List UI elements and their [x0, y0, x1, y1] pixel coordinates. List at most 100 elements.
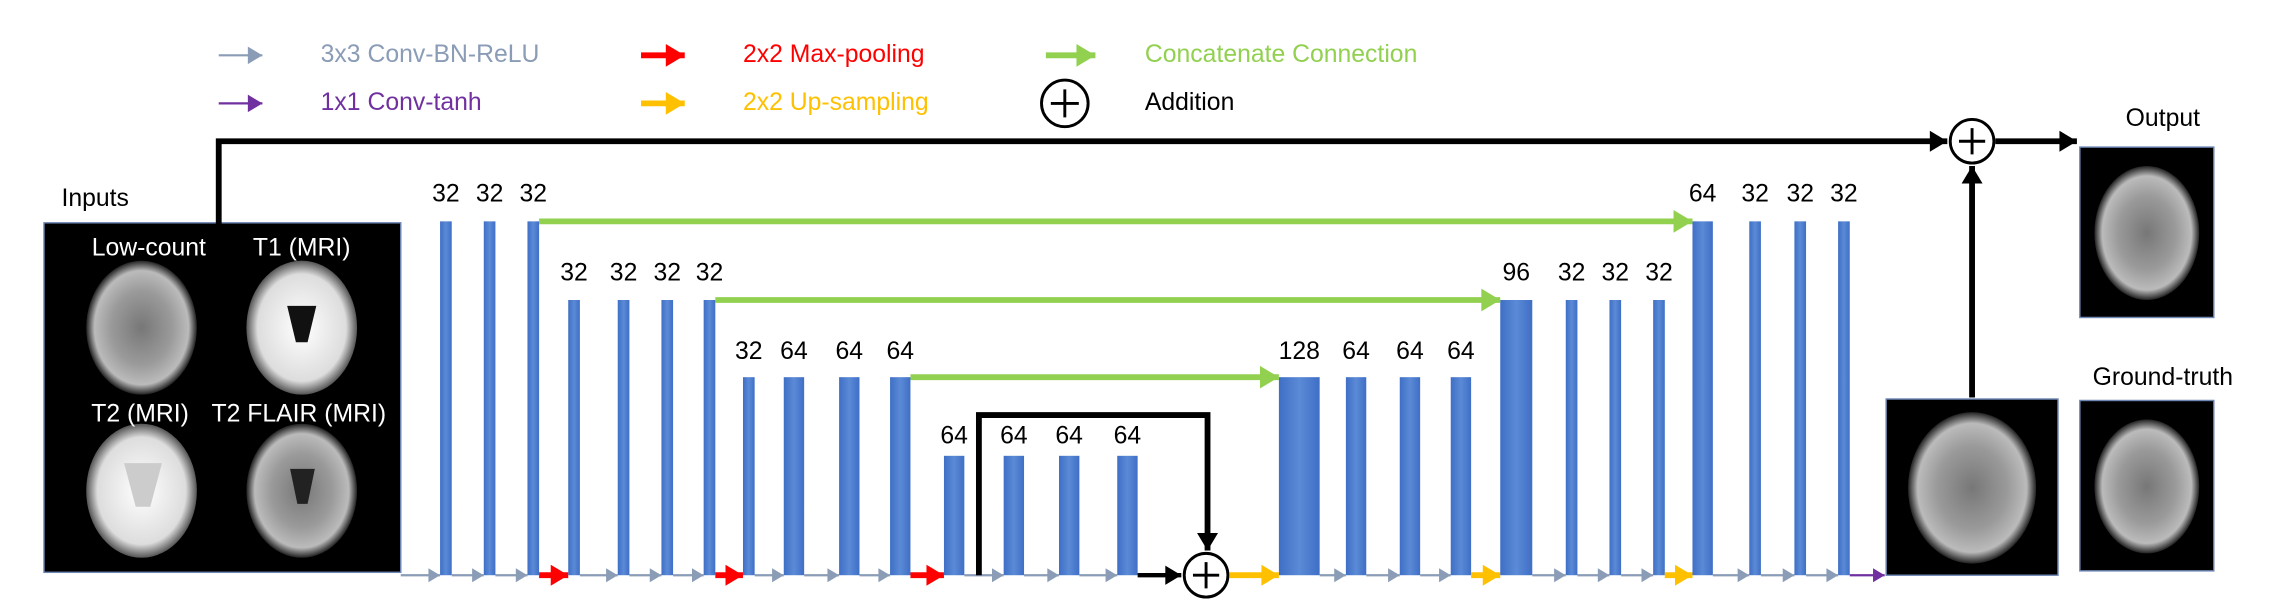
arrow-head — [247, 46, 263, 65]
feature-block — [1345, 377, 1367, 576]
channel-label: 64 — [1055, 422, 1083, 449]
channel-label: 32 — [1645, 259, 1673, 286]
arrow-head — [472, 568, 484, 583]
channel-label: 32 — [432, 181, 460, 208]
feature-block — [1058, 455, 1080, 576]
arrow-head — [428, 568, 441, 583]
legend-label: Addition — [1145, 89, 1234, 116]
feature-block — [1838, 221, 1850, 576]
arrow-head — [1929, 130, 1948, 152]
arrow-head — [1481, 288, 1501, 312]
arrow-head — [926, 564, 944, 586]
arrow-head — [1673, 209, 1693, 233]
arrow-head — [1826, 568, 1839, 583]
feature-block — [1450, 377, 1472, 576]
addition-cross — [1192, 562, 1220, 589]
arrow-head — [1388, 568, 1400, 583]
legend-label: 1x1 Conv-tanh — [321, 89, 482, 116]
arrow-head — [1597, 568, 1610, 583]
channel-label: 64 — [836, 338, 864, 365]
arrow-head — [725, 564, 743, 586]
input-label: Low-count — [92, 235, 206, 262]
channel-label: 96 — [1502, 259, 1530, 286]
feature-block — [783, 377, 805, 576]
channel-label: 32 — [1786, 181, 1814, 208]
feature-block — [1692, 221, 1713, 576]
arrow-head — [1165, 565, 1182, 585]
input-label: T2 (MRI) — [91, 401, 189, 428]
arrow-head — [1261, 564, 1279, 586]
arrow-head — [878, 568, 891, 583]
addition-cross — [1050, 89, 1079, 118]
arrow-line — [975, 412, 1211, 576]
channel-label: 32 — [560, 259, 588, 286]
addition-cross — [1958, 128, 1986, 155]
arrow-head — [606, 568, 618, 583]
arrow-head — [827, 568, 840, 583]
feature-block — [703, 299, 716, 576]
channel-label: 32 — [696, 259, 724, 286]
feature-block — [943, 455, 965, 576]
feature-block — [1609, 299, 1622, 576]
feature-block — [1003, 455, 1025, 576]
channel-label: 32 — [1558, 259, 1586, 286]
channel-label: 64 — [940, 422, 968, 449]
legend-label: 3x3 Conv-BN-ReLU — [321, 41, 540, 68]
feature-block — [742, 377, 755, 576]
arrow-head — [992, 568, 1004, 583]
arrow-head — [515, 568, 528, 583]
channel-label: 64 — [1689, 181, 1717, 208]
feature-block — [839, 377, 860, 576]
arrow-head — [772, 568, 784, 583]
arrow-head — [1334, 568, 1346, 583]
legend-label: Concatenate Connection — [1145, 41, 1417, 68]
feature-block — [1749, 221, 1761, 576]
feature-block — [661, 299, 674, 576]
channel-label: 32 — [1741, 181, 1769, 208]
channel-label: 128 — [1279, 338, 1320, 365]
channel-label: 64 — [780, 338, 808, 365]
arrow-head — [649, 568, 662, 583]
arrow-head — [665, 92, 685, 115]
feature-block — [568, 299, 580, 576]
channel-label: 32 — [1830, 181, 1858, 208]
arrow-head — [1105, 568, 1118, 583]
arrow-head — [1259, 365, 1279, 389]
feature-block — [527, 221, 540, 576]
feature-block — [1117, 455, 1138, 576]
channel-label: 32 — [735, 338, 763, 365]
arrow-head — [1873, 568, 1885, 583]
channel-label: 64 — [1447, 338, 1475, 365]
arrow-head — [1674, 564, 1693, 586]
feature-block — [890, 377, 911, 576]
arrow-head — [1482, 564, 1501, 586]
arrow-head — [1641, 568, 1654, 583]
feature-block — [617, 299, 630, 576]
channel-label: 64 — [1396, 338, 1424, 365]
channel-label: 32 — [1602, 259, 1630, 286]
arrow-head — [1782, 568, 1795, 583]
arrow-head — [1737, 568, 1750, 583]
output-label: Output — [2126, 105, 2200, 132]
feature-block — [1500, 299, 1533, 576]
channel-label: 32 — [653, 259, 681, 286]
input-panel — [43, 222, 402, 574]
input-label: T1 (MRI) — [253, 235, 351, 262]
legend-label: 2x2 Up-sampling — [743, 89, 929, 116]
arrow-head — [692, 568, 704, 583]
feature-block — [440, 221, 452, 576]
arrow-head — [665, 43, 685, 67]
arrow-head — [1197, 532, 1219, 551]
input-label: T2 FLAIR (MRI) — [212, 401, 387, 428]
legend-label: 2x2 Max-pooling — [743, 41, 925, 68]
feature-block — [483, 221, 496, 576]
feature-block — [1794, 221, 1807, 576]
channel-label: 64 — [1114, 422, 1142, 449]
ground-truth-image — [2079, 399, 2215, 572]
feature-block — [1278, 377, 1320, 576]
channel-label: 64 — [886, 338, 914, 365]
ground-truth-label: Ground-truth — [2093, 364, 2233, 391]
arrow-line — [215, 138, 1948, 226]
arrow-head — [2059, 130, 2077, 152]
